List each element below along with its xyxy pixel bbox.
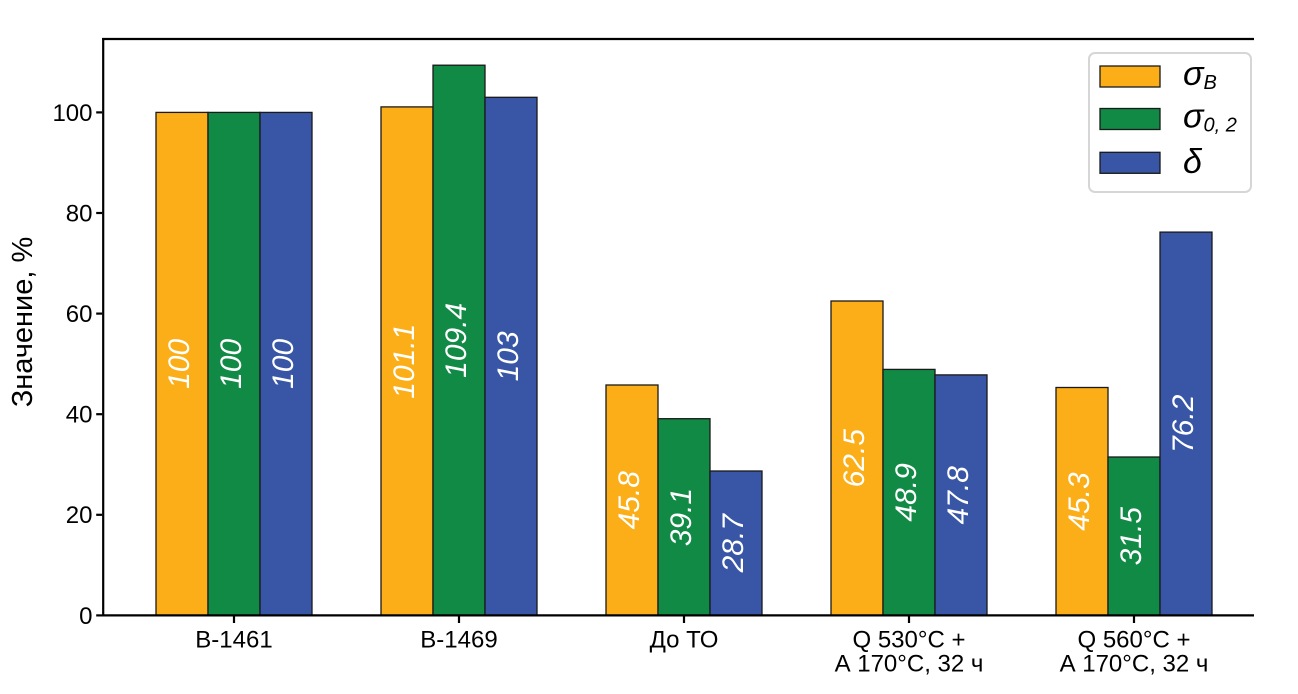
svg-text:20: 20 [66, 502, 93, 529]
svg-text:45.8: 45.8 [613, 471, 646, 530]
svg-text:40: 40 [66, 402, 93, 429]
svg-text:100: 100 [215, 339, 248, 389]
svg-text:62.5: 62.5 [838, 429, 871, 488]
svg-text:60: 60 [66, 301, 93, 328]
svg-text:103: 103 [492, 331, 525, 381]
svg-text:80: 80 [66, 200, 93, 227]
svg-text:Значение, %: Значение, % [7, 237, 39, 408]
svg-text:А 170°C, 32 ч: А 170°C, 32 ч [1060, 651, 1209, 678]
svg-text:100: 100 [163, 339, 196, 389]
svg-text:31.5: 31.5 [1115, 507, 1148, 566]
svg-text:45.3: 45.3 [1063, 472, 1096, 531]
svg-text:100: 100 [52, 100, 92, 127]
svg-text:δ: δ [1183, 143, 1203, 181]
svg-text:39.1: 39.1 [665, 488, 698, 546]
svg-text:В-1469: В-1469 [420, 627, 497, 654]
svg-text:28.7: 28.7 [717, 513, 750, 574]
svg-text:101.1: 101.1 [388, 324, 421, 399]
svg-text:0: 0 [79, 603, 92, 630]
svg-text:48.9: 48.9 [890, 463, 923, 522]
svg-text:Q 530°C +: Q 530°C + [853, 627, 966, 654]
svg-text:До ТО: До ТО [650, 627, 719, 654]
svg-text:109.4: 109.4 [440, 303, 473, 378]
svg-text:47.8: 47.8 [942, 466, 975, 525]
svg-text:В-1461: В-1461 [195, 627, 272, 654]
svg-text:Q 560°C +: Q 560°C + [1078, 627, 1191, 654]
svg-text:А 170°C, 32 ч: А 170°C, 32 ч [835, 651, 984, 678]
svg-text:76.2: 76.2 [1167, 394, 1200, 453]
svg-text:100: 100 [267, 339, 300, 389]
